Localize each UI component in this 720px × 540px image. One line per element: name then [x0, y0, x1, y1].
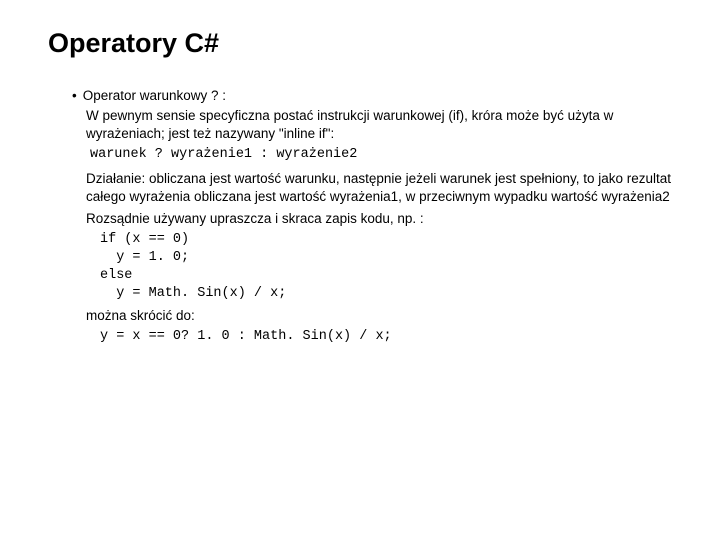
- explanation-2: Rozsądnie używany upraszcza i skraca zap…: [72, 210, 672, 228]
- bullet-dot: •: [72, 87, 77, 105]
- syntax-code: warunek ? wyrażenie1 : wyrażenie2: [72, 146, 672, 164]
- slide-title: Operatory C#: [48, 28, 672, 59]
- intro-text: W pewnym sensie specyficzna postać instr…: [72, 107, 672, 143]
- explanation-1: Działanie: obliczana jest wartość warunk…: [72, 170, 672, 206]
- code-ternary: y = x == 0? 1. 0 : Math. Sin(x) / x;: [72, 328, 672, 346]
- slide-body: • Operator warunkowy ? : W pewnym sensie…: [48, 87, 672, 346]
- shorten-label: można skrócić do:: [72, 307, 672, 325]
- bullet-lead-text: Operator warunkowy ? :: [83, 87, 672, 105]
- bullet-item: • Operator warunkowy ? :: [72, 87, 672, 105]
- code-if-block: if (x == 0) y = 1. 0; else y = Math. Sin…: [72, 231, 672, 304]
